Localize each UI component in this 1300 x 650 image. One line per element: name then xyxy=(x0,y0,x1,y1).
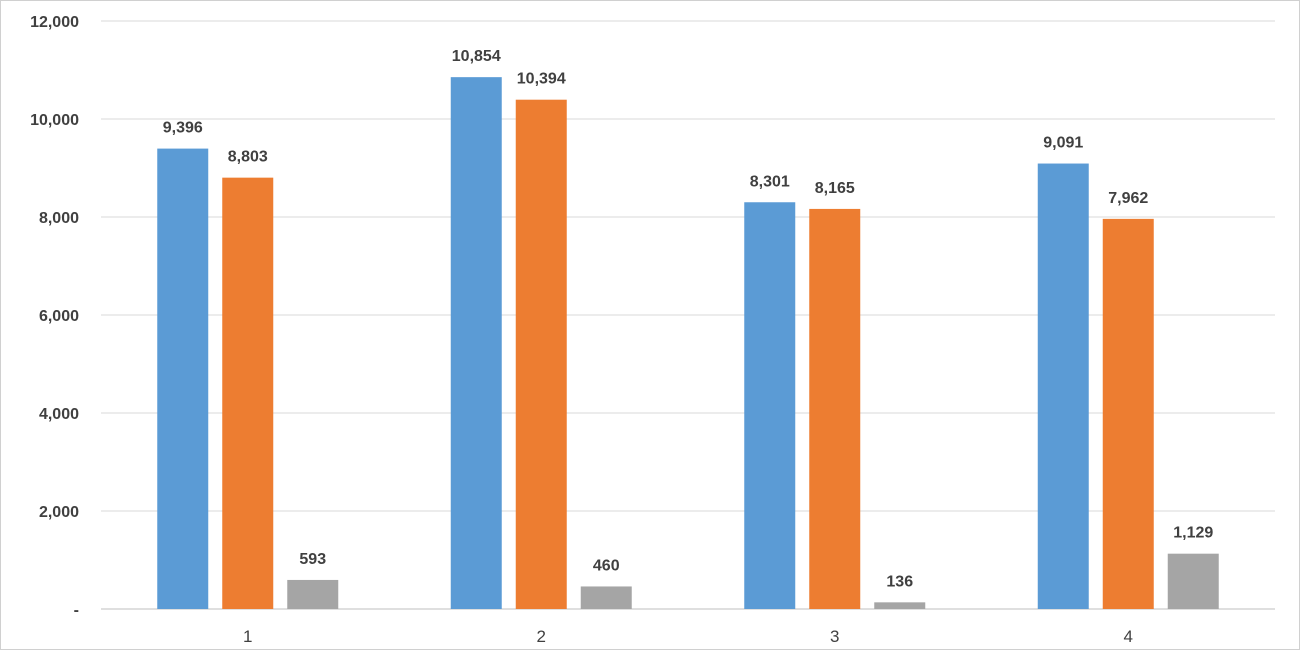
data-label: 8,803 xyxy=(228,149,268,166)
data-label: 9,091 xyxy=(1043,135,1083,152)
y-tick-label: 6,000 xyxy=(39,308,79,325)
data-label: 10,394 xyxy=(517,71,566,88)
y-axis-tick-labels: - 2,000 4,000 6,000 8,000 10,000 12,000 xyxy=(30,14,79,619)
bar-series-3-cat-2 xyxy=(580,586,632,609)
bar-series-3-cat-3 xyxy=(874,602,926,609)
data-label: 7,962 xyxy=(1108,190,1148,207)
x-category-label: 3 xyxy=(830,627,839,646)
bar-series-3-cat-4 xyxy=(1167,553,1219,609)
bar-series-1-cat-1 xyxy=(157,148,209,609)
bar-series-2-cat-1 xyxy=(222,177,274,609)
y-tick-label: 2,000 xyxy=(39,504,79,521)
bar-series-2-cat-4 xyxy=(1102,218,1154,609)
y-tick-label: 8,000 xyxy=(39,210,79,227)
x-category-label: 1 xyxy=(243,627,252,646)
x-category-sublabel: YR 2022 xyxy=(508,646,574,649)
bar-series-2-cat-3 xyxy=(809,208,861,610)
x-category-sublabel: YR 2024 xyxy=(1095,646,1161,649)
bar-series-2-cat-2 xyxy=(515,99,567,609)
data-label: 10,854 xyxy=(452,48,501,65)
data-label: 9,396 xyxy=(163,120,203,137)
y-tick-label: 12,000 xyxy=(30,14,79,31)
bar-series-1-cat-2 xyxy=(450,77,502,610)
x-category-label: 2 xyxy=(537,627,546,646)
data-labels: 9,396 8,803 593 10,854 10,394 460 8,301 8,165 13… xyxy=(163,48,1214,590)
data-label: 1,129 xyxy=(1173,525,1213,542)
x-category-sublabel: YR 2023 xyxy=(802,646,868,649)
data-label: 593 xyxy=(299,551,326,568)
y-tick-label: 4,000 xyxy=(39,406,79,423)
bar-series xyxy=(157,77,1219,610)
data-label: 136 xyxy=(886,573,913,590)
x-category-label: 4 xyxy=(1124,627,1133,646)
bar-series-1-cat-3 xyxy=(744,202,796,609)
y-tick-label: 10,000 xyxy=(30,112,79,129)
x-axis-category-labels: 1YR 2021 2YR 2022 3YR 2023 4YR 2024 xyxy=(215,627,1162,649)
x-category-sublabel: YR 2021 xyxy=(215,646,281,649)
data-label: 8,301 xyxy=(750,173,790,190)
bar-series-3-cat-1 xyxy=(287,579,339,609)
gridlines xyxy=(101,20,1275,610)
bar-series-1-cat-4 xyxy=(1037,163,1089,609)
data-label: 460 xyxy=(593,557,620,574)
y-tick-label: - xyxy=(74,602,79,619)
data-label: 8,165 xyxy=(815,180,855,197)
